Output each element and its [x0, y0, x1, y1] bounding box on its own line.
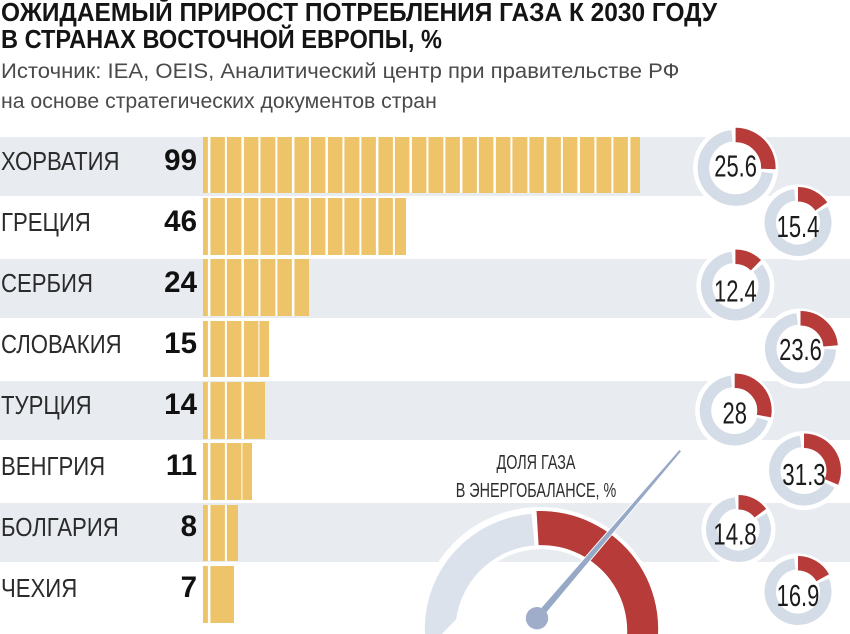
svg-text:23.6: 23.6: [779, 332, 822, 366]
svg-text:12.4: 12.4: [714, 274, 757, 308]
svg-text:15.4: 15.4: [777, 210, 820, 244]
svg-text:25.6: 25.6: [714, 149, 757, 183]
svg-text:16.9: 16.9: [777, 578, 820, 612]
svg-text:14.8: 14.8: [713, 517, 756, 551]
svg-text:31.3: 31.3: [782, 457, 825, 491]
svg-text:28: 28: [722, 396, 746, 430]
